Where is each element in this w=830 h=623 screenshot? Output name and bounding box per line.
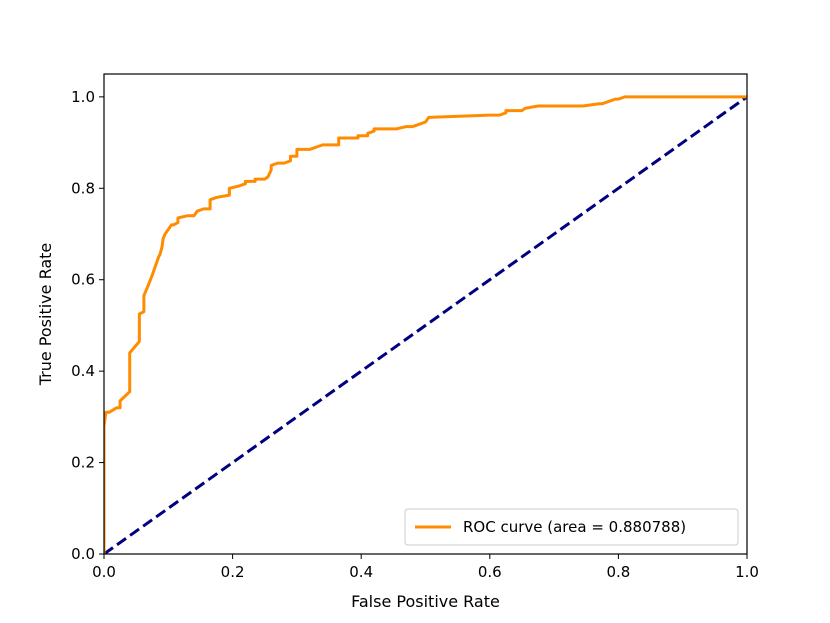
tick-group: 0.0 0.2 0.4 0.6 0.8 1.0 0.0 0.2 0.4 0.6 0.8 1.0	[71, 88, 759, 581]
y-tick-label: 0.2	[71, 454, 95, 472]
x-tick-label: 0.8	[606, 563, 630, 581]
y-tick-label: 1.0	[71, 88, 95, 106]
x-tick-label: 0.4	[349, 563, 373, 581]
x-tick-label: 0.2	[221, 563, 245, 581]
plot-area	[104, 95, 747, 554]
x-tick-label: 1.0	[735, 563, 759, 581]
x-tick-label: 0.6	[478, 563, 502, 581]
y-tick-label: 0.0	[71, 545, 95, 563]
axes-frame	[103, 73, 748, 555]
roc-curve-line	[104, 95, 747, 554]
legend: ROC curve (area = 0.880788)	[404, 508, 739, 546]
y-tick-label: 0.4	[71, 362, 95, 380]
y-axis-label: True Positive Rate	[36, 243, 55, 387]
x-tick-label: 0.0	[92, 563, 116, 581]
chance-diagonal-line	[104, 95, 747, 554]
y-tick-label: 0.8	[71, 179, 95, 197]
legend-box	[404, 508, 739, 546]
legend-entry-roc-curve: ROC curve (area = 0.880788)	[463, 518, 686, 536]
x-axis-label: False Positive Rate	[351, 592, 500, 611]
y-tick-label: 0.6	[71, 271, 95, 289]
